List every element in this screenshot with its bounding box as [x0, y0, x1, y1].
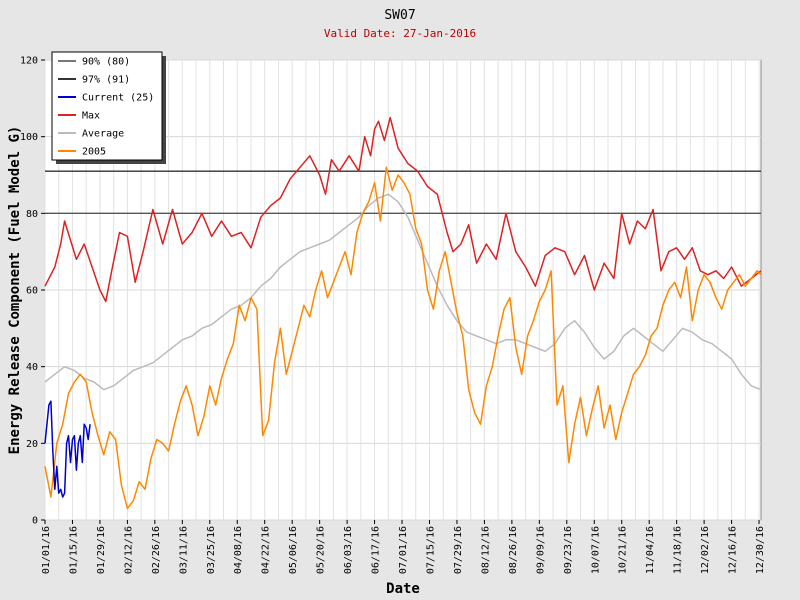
series-line-2005 — [44, 166, 762, 510]
x-tick-label: 03/11/16 — [178, 526, 189, 574]
y-tick-label: 0 — [32, 516, 38, 527]
x-tick-label: 12/02/16 — [700, 526, 711, 574]
series-lines — [44, 116, 762, 510]
legend-label: Max — [82, 111, 100, 122]
x-tick-label: 05/20/16 — [316, 526, 327, 574]
legend-label: 97% (91) — [82, 75, 130, 86]
x-tick-label: 03/25/16 — [206, 526, 217, 574]
chart-title: SW07 — [384, 8, 415, 23]
legend: 90% (80) 97% (91) Current (25) Max Average 20… — [51, 51, 166, 164]
x-tick-label: 07/01/16 — [398, 526, 409, 574]
y-tick-label: 20 — [26, 439, 38, 450]
x-tick-label: 01/29/16 — [96, 526, 107, 574]
x-tick-label: 08/12/16 — [480, 526, 491, 574]
legend-label: Current (25) — [82, 93, 154, 104]
threshold-lines — [45, 170, 761, 215]
x-tick-label: 09/23/16 — [563, 526, 574, 574]
x-axis-label: Date — [386, 581, 420, 597]
x-tick-label: 12/16/16 — [728, 526, 739, 574]
chart-subtitle: Valid Date: 27-Jan-2016 — [324, 27, 476, 40]
legend-label: 2005 — [82, 147, 106, 158]
y-tick-label: 60 — [26, 286, 38, 297]
x-tick-label: 01/01/16 — [41, 526, 52, 574]
y-tick-label: 120 — [20, 56, 38, 67]
x-tick-label: 04/08/16 — [233, 526, 244, 574]
x-tick-label: 04/22/16 — [261, 526, 272, 574]
y-tick-label: 100 — [20, 132, 38, 143]
x-tick-label: 02/12/16 — [123, 526, 134, 574]
series-line-max — [44, 116, 762, 303]
legend-label: 90% (80) — [82, 57, 130, 68]
x-tick-label: 10/07/16 — [590, 526, 601, 574]
y-axis: 0 20 40 60 80 100 120 — [20, 56, 45, 527]
x-tick-label: 11/18/16 — [673, 526, 684, 574]
x-tick-label: 01/15/16 — [68, 526, 79, 574]
legend-label: Average — [82, 129, 124, 140]
x-tick-label: 05/06/16 — [288, 526, 299, 574]
x-axis: 01/01/16 01/15/16 01/29/16 02/12/16 02/26/16… — [41, 520, 766, 574]
x-tick-label: 07/15/16 — [425, 526, 436, 574]
series-line-average — [44, 193, 762, 391]
x-tick-label: 02/26/16 — [151, 526, 162, 574]
x-tick-label: 06/03/16 — [343, 526, 354, 574]
legend-items: 90% (80) 97% (91) Current (25) Max Average 20… — [58, 57, 154, 158]
x-tick-label: 10/21/16 — [618, 526, 629, 574]
x-tick-label: 09/09/16 — [535, 526, 546, 574]
x-tick-label: 07/29/16 — [453, 526, 464, 574]
legend-box — [51, 51, 163, 161]
y-tick-label: 40 — [26, 362, 38, 373]
x-tick-label: 06/17/16 — [371, 526, 382, 574]
x-tick-label: 12/30/16 — [755, 526, 766, 574]
x-tick-label: 11/04/16 — [645, 526, 656, 574]
y-axis-label: Energy Release Component (Fuel Model G) — [7, 126, 23, 455]
x-tick-label: 08/26/16 — [508, 526, 519, 574]
series-line-current-25 — [44, 400, 91, 498]
y-tick-label: 80 — [26, 209, 38, 220]
